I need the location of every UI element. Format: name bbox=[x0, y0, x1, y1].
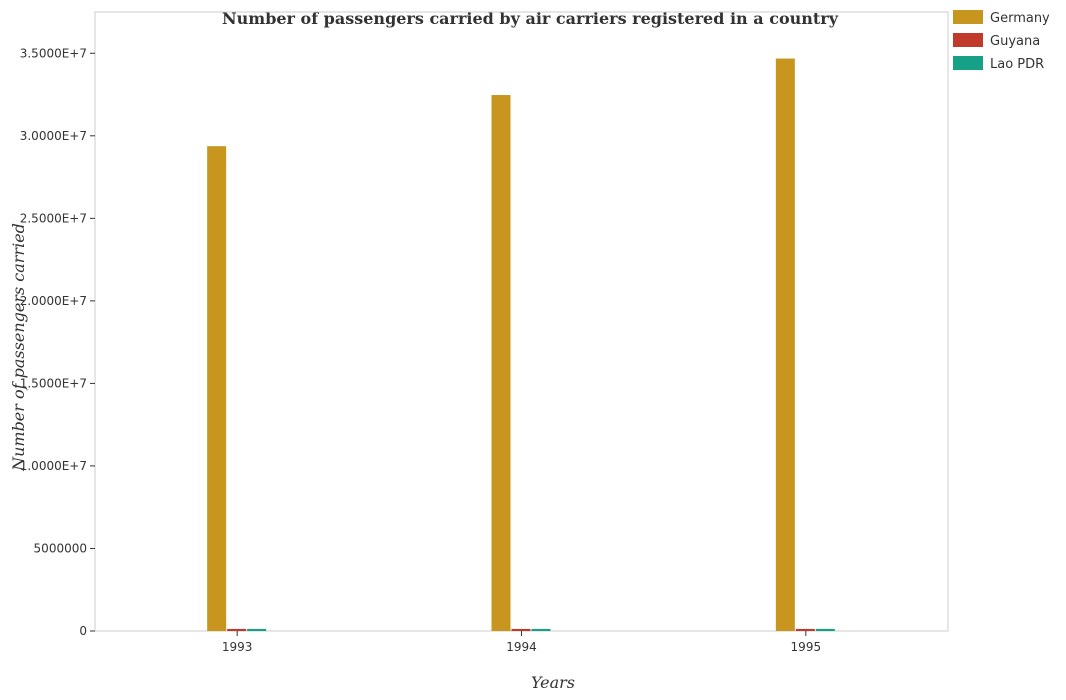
bar-germany-1995 bbox=[775, 58, 795, 631]
bar-guyana-1994 bbox=[511, 628, 531, 631]
legend-label: Lao PDR bbox=[990, 57, 1044, 72]
y-tick-label: 2.5000E+7 bbox=[20, 211, 87, 225]
bar-germany-1993 bbox=[207, 146, 227, 631]
bar-lao-pdr-1993 bbox=[247, 628, 267, 631]
bar-guyana-1995 bbox=[795, 628, 815, 631]
plot-area bbox=[94, 11, 949, 632]
x-tick-label: 1994 bbox=[506, 640, 537, 654]
y-tick-label: 5000000 bbox=[34, 541, 87, 555]
x-axis-title: Years bbox=[531, 673, 575, 692]
y-tick-label: 3.0000E+7 bbox=[20, 129, 87, 143]
y-tick-label: 2.0000E+7 bbox=[20, 294, 87, 308]
legend-swatch bbox=[953, 56, 983, 70]
y-tick-label: 1.5000E+7 bbox=[20, 376, 87, 390]
legend-swatch bbox=[953, 33, 983, 47]
chart-title: Number of passengers carried by air carr… bbox=[222, 9, 839, 28]
legend-label: Germany bbox=[990, 11, 1050, 26]
y-axis-title: Number of passengers carried bbox=[9, 223, 28, 472]
bar-germany-1994 bbox=[491, 95, 511, 631]
bar-guyana-1993 bbox=[227, 628, 247, 631]
y-tick-label: 0 bbox=[79, 624, 87, 638]
x-tick-label: 1995 bbox=[791, 640, 822, 654]
y-axis: 0 5000000 1.0000E+7 1.5000E+7 2.0000E+7 2.500… bbox=[20, 46, 95, 638]
y-tick-label: 1.0000E+7 bbox=[20, 459, 87, 473]
x-axis: 1993 1994 1995 bbox=[222, 631, 821, 654]
legend: Germany Guyana Lao PDR bbox=[953, 10, 1050, 72]
bar-lao-pdr-1995 bbox=[815, 628, 835, 631]
x-tick-label: 1993 bbox=[222, 640, 253, 654]
legend-swatch bbox=[953, 10, 983, 24]
legend-label: Guyana bbox=[990, 34, 1040, 49]
bar-lao-pdr-1994 bbox=[531, 628, 551, 631]
y-tick-label: 3.5000E+7 bbox=[20, 46, 87, 60]
